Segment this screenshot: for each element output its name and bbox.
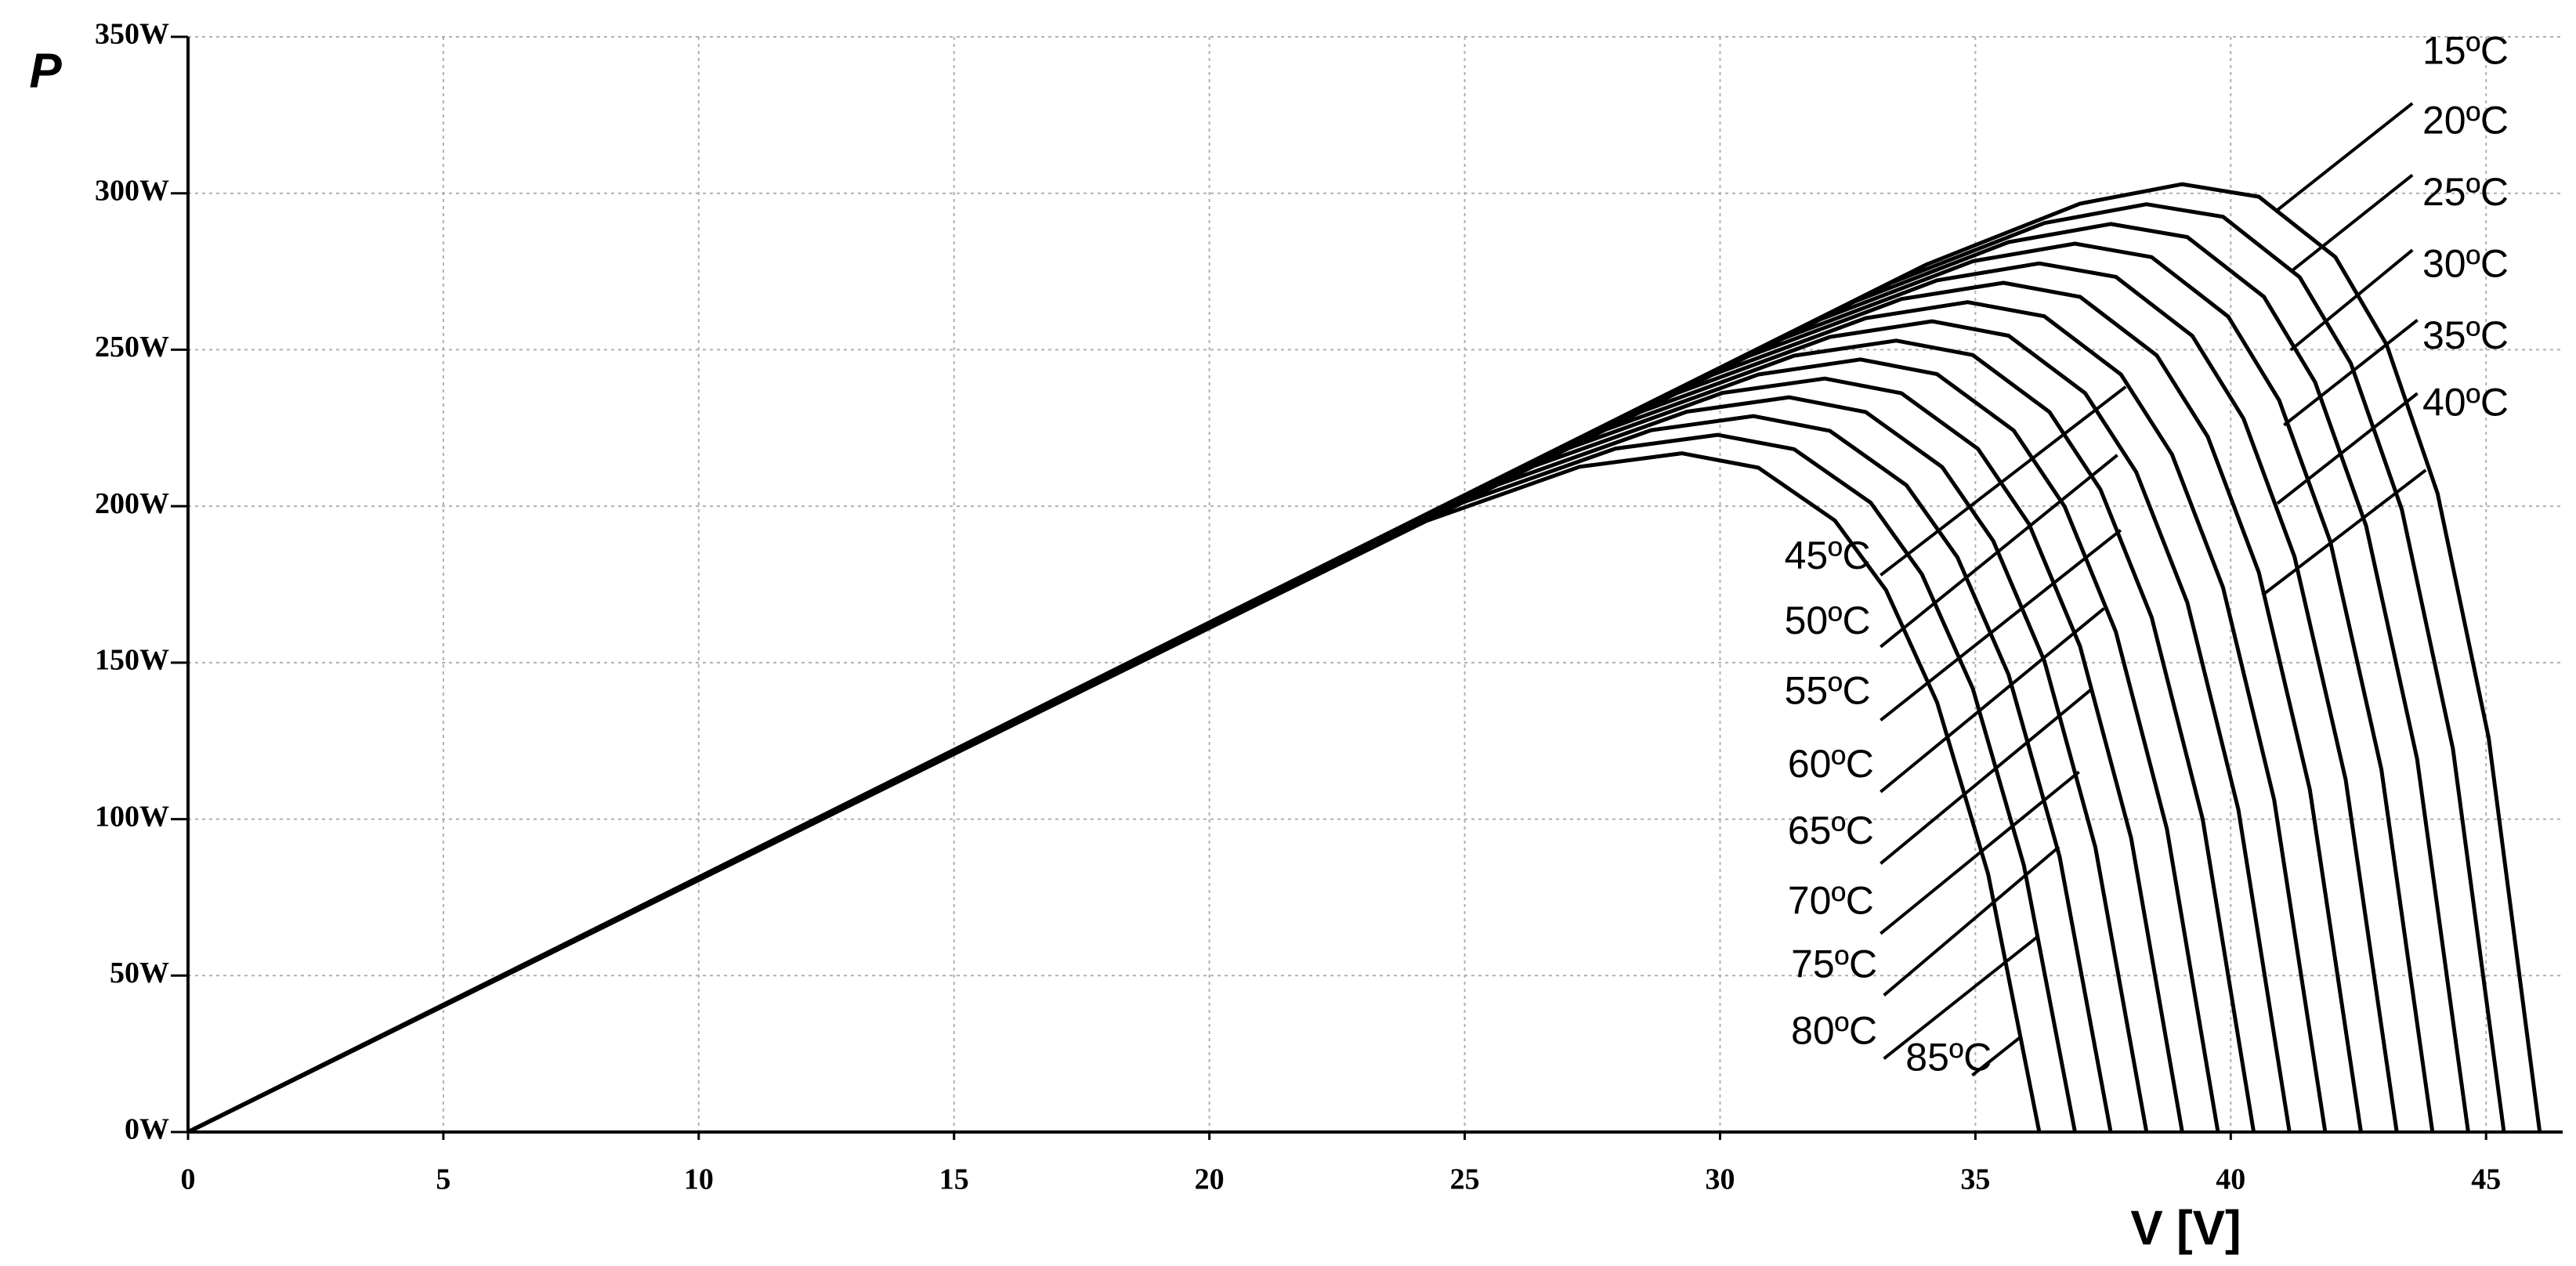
y-tick-label: 300W: [95, 174, 169, 207]
series-label: 75ºC: [1791, 942, 1877, 986]
pv-curve: [186, 300, 2328, 1134]
series-label: 65ºC: [1788, 808, 1874, 852]
x-tick-label: 40: [2216, 1163, 2245, 1196]
pv-curve: [186, 280, 2363, 1134]
pv-curve: [186, 261, 2399, 1134]
x-tick-label: 15: [939, 1163, 969, 1196]
label-leader: [1971, 1036, 2022, 1077]
series-label: 55ºC: [1785, 668, 1871, 712]
series-label: 45ºC: [1785, 534, 1871, 577]
series-label: 70ºC: [1788, 879, 1874, 923]
series-label: 15ºC: [2422, 28, 2509, 72]
x-tick-label: 0: [181, 1163, 196, 1196]
label-leader: [2276, 392, 2419, 505]
series-label: 35ºC: [2422, 313, 2509, 357]
series-label: 80ºC: [1791, 1009, 1877, 1053]
y-tick-label: 100W: [95, 800, 169, 833]
series-label: 40ºC: [2422, 380, 2509, 424]
label-leader: [1880, 529, 2122, 722]
x-tick-label: 25: [1450, 1163, 1480, 1196]
pv-curve: [186, 414, 2113, 1134]
label-leader: [2289, 173, 2414, 273]
pv-curve: [186, 395, 2149, 1134]
pv-curve: [186, 202, 2506, 1134]
y-tick-label: 150W: [95, 644, 169, 677]
label-leader: [1880, 385, 2127, 577]
x-tick-label: 30: [1705, 1163, 1735, 1196]
pv-curve: [186, 432, 2077, 1134]
label-leader: [2289, 248, 2414, 352]
pv-curve: [186, 376, 2184, 1134]
label-leader: [1883, 935, 2039, 1060]
x-tick-label: 45: [2471, 1163, 2501, 1196]
label-leader: [1883, 845, 2060, 997]
pv-curve: [186, 319, 2292, 1134]
series-label: 20ºC: [2422, 99, 2509, 143]
x-axis-label: V [V]: [2130, 1201, 2241, 1255]
series-label: 60ºC: [1788, 742, 1874, 786]
label-leader: [1880, 607, 2105, 794]
pv-curve: [186, 182, 2542, 1134]
pv-curve: [186, 357, 2220, 1134]
series-label: 50ºC: [1785, 599, 1871, 642]
y-tick-label: 0W: [125, 1113, 169, 1146]
y-tick-label: 200W: [95, 487, 169, 520]
label-leader: [1880, 687, 2093, 865]
series-label: 30ºC: [2422, 242, 2509, 286]
x-tick-label: 35: [1960, 1163, 1990, 1196]
x-tick-label: 5: [436, 1163, 450, 1196]
label-leader: [2283, 319, 2419, 427]
y-axis-label: P: [29, 44, 62, 98]
series-label: 25ºC: [2422, 170, 2509, 214]
x-tick-label: 10: [684, 1163, 714, 1196]
x-tick-label: 20: [1195, 1163, 1225, 1196]
pv-curve: [186, 338, 2256, 1134]
pv-curve: [186, 222, 2470, 1134]
pv-curve: [186, 241, 2435, 1134]
series-label: 85ºC: [1905, 1036, 1992, 1080]
label-leader: [2261, 468, 2427, 597]
pv-curve: [186, 451, 2042, 1134]
y-tick-label: 50W: [110, 957, 169, 989]
label-leader: [2276, 102, 2414, 212]
y-tick-label: 250W: [95, 331, 169, 364]
y-tick-label: 350W: [95, 18, 169, 51]
